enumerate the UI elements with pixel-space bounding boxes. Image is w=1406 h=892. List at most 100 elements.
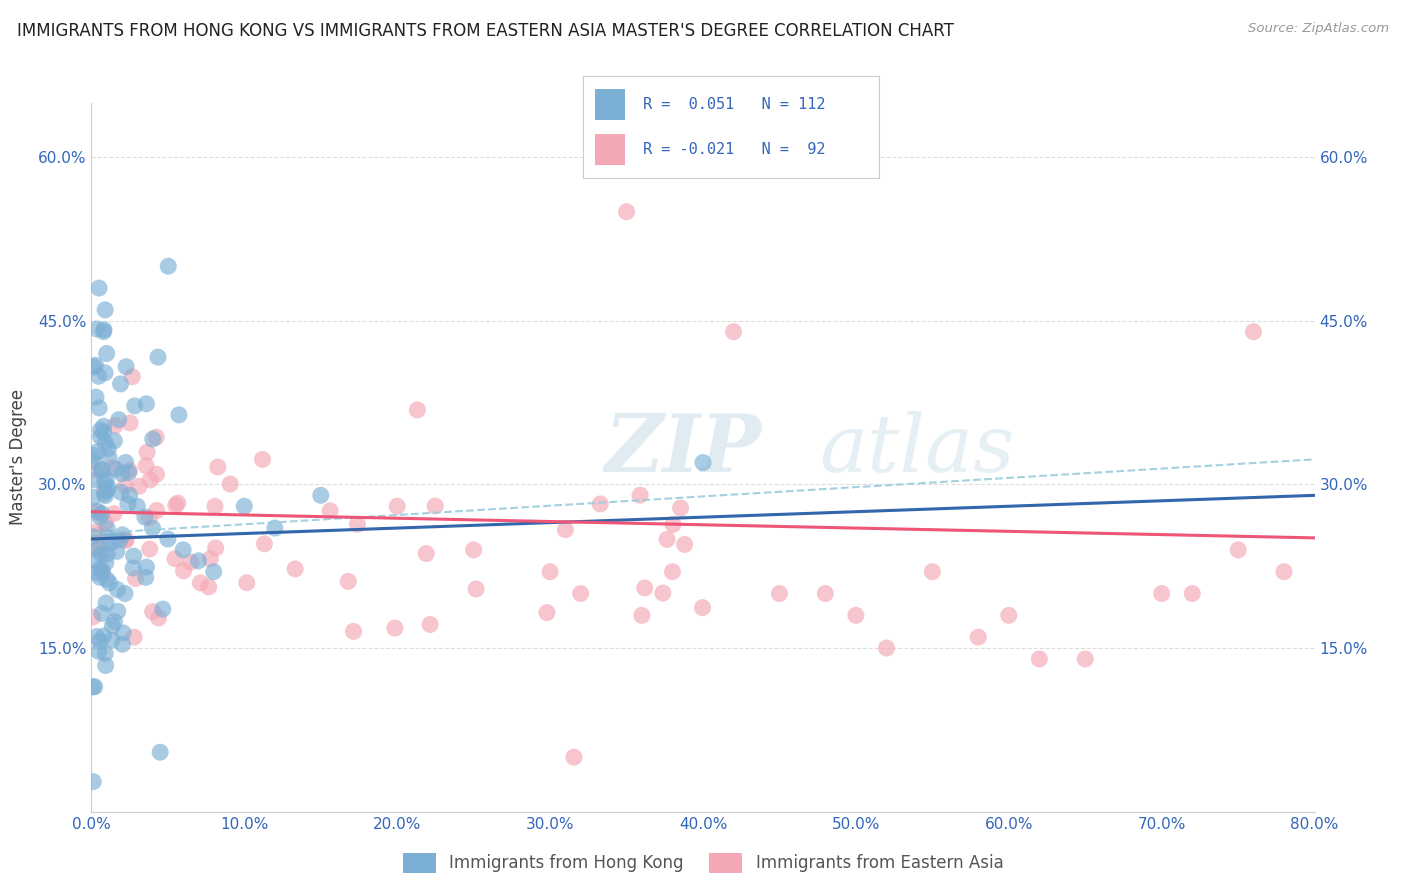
Text: R =  0.051   N = 112: R = 0.051 N = 112 (643, 97, 825, 112)
Text: IMMIGRANTS FROM HONG KONG VS IMMIGRANTS FROM EASTERN ASIA MASTER'S DEGREE CORREL: IMMIGRANTS FROM HONG KONG VS IMMIGRANTS … (17, 22, 953, 40)
Point (157, 259, 180, 273)
Point (89, 634, 111, 648)
Point (814, 586, 837, 600)
Point (94, 302, 117, 317)
Point (538, 565, 561, 579)
Point (82, 530, 104, 544)
Point (86, 630, 108, 644)
Point (156, 532, 179, 546)
Point (124, 399, 146, 413)
Point (100, 536, 122, 550)
Point (97, 442, 120, 456)
Point (845, 608, 868, 623)
Point (115, 359, 138, 374)
Point (1227, 542, 1250, 557)
Point (114, 455, 136, 469)
Point (117, 497, 139, 511)
Point (309, 488, 332, 502)
Point (114, 586, 136, 600)
Point (96, 522, 118, 536)
Point (93, 475, 115, 490)
Point (93, 419, 115, 434)
Point (118, 488, 141, 502)
Point (465, 582, 488, 596)
Point (173, 564, 195, 578)
Point (385, 500, 409, 514)
Point (111, 467, 134, 481)
Point (89, 562, 111, 576)
Point (91, 542, 114, 557)
Point (83, 680, 105, 694)
Point (86, 506, 108, 520)
Point (86, 542, 108, 557)
Point (122, 630, 145, 644)
Point (145, 503, 167, 517)
Point (1272, 565, 1295, 579)
Point (84, 359, 107, 373)
Point (94, 596, 117, 610)
Point (82, 448, 104, 462)
Point (134, 510, 156, 524)
Point (875, 641, 898, 656)
Point (163, 551, 186, 566)
Point (89, 429, 111, 443)
Point (86, 541, 108, 556)
Point (536, 606, 558, 620)
Point (103, 615, 125, 629)
Point (135, 397, 157, 411)
Point (463, 542, 485, 557)
Point (101, 460, 124, 475)
Point (219, 477, 242, 491)
Point (83, 553, 105, 567)
Point (84, 566, 107, 580)
Point (569, 586, 592, 600)
Point (114, 479, 136, 493)
Point (1074, 652, 1097, 666)
Point (692, 456, 714, 470)
Point (415, 547, 437, 561)
Point (104, 418, 127, 433)
Point (127, 500, 149, 514)
Point (128, 479, 150, 493)
Point (141, 521, 163, 535)
Point (135, 570, 157, 584)
Point (86, 322, 108, 336)
Point (111, 528, 134, 542)
Point (110, 485, 132, 500)
Point (152, 602, 174, 616)
Point (97, 481, 120, 495)
Point (202, 565, 225, 579)
Point (149, 745, 172, 759)
Point (146, 350, 169, 364)
Point (112, 625, 135, 640)
Point (138, 542, 160, 557)
Point (425, 499, 447, 513)
Point (384, 621, 406, 635)
Point (91, 564, 114, 578)
Point (84, 525, 107, 540)
Point (204, 500, 226, 514)
Point (111, 637, 134, 651)
Point (139, 473, 162, 487)
Point (337, 574, 360, 589)
Point (96, 473, 118, 487)
Point (655, 533, 678, 547)
Point (628, 488, 651, 502)
Point (967, 630, 990, 644)
Legend: Immigrants from Hong Kong, Immigrants from Eastern Asia: Immigrants from Hong Kong, Immigrants fr… (396, 847, 1010, 880)
Point (921, 565, 943, 579)
Point (94, 366, 117, 380)
Point (1243, 325, 1265, 339)
Point (200, 551, 222, 566)
Bar (595, 89, 624, 120)
Point (91, 607, 114, 621)
Point (233, 500, 256, 514)
Point (96, 346, 118, 360)
Point (105, 544, 128, 558)
Point (145, 430, 167, 444)
Point (89, 509, 111, 524)
Point (148, 611, 170, 625)
Point (188, 575, 211, 590)
Point (253, 537, 276, 551)
Point (98, 450, 121, 465)
